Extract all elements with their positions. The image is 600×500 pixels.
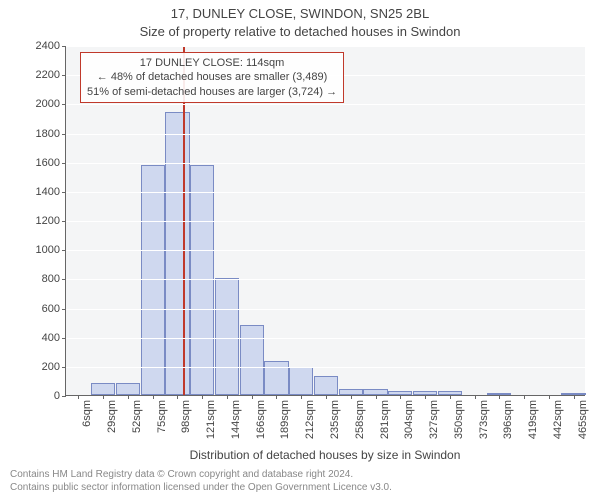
ytick-mark [62,396,66,397]
ytick-mark [62,163,66,164]
ytick-mark [62,134,66,135]
gridline-h [66,279,585,280]
histogram-bar [116,383,140,395]
xtick-mark [549,395,550,399]
xtick-label: 98sqm [180,400,192,433]
gridline-h [66,367,585,368]
histogram-bar [314,376,338,395]
ytick-mark [62,221,66,222]
gridline-h [66,192,585,193]
xtick-mark [425,395,426,399]
xtick-mark [524,395,525,399]
annotation-line3: 51% of semi-detached houses are larger (… [87,85,337,99]
ytick-mark [62,192,66,193]
ytick-label: 200 [10,361,60,373]
footer-line1: Contains HM Land Registry data © Crown c… [10,469,392,482]
xtick-mark [78,395,79,399]
xtick-label: 6sqm [81,400,93,427]
xtick-mark [301,395,302,399]
xtick-label: 396sqm [502,400,514,439]
ytick-mark [62,367,66,368]
ytick-label: 800 [10,273,60,285]
gridline-h [66,221,585,222]
xtick-mark [103,395,104,399]
ytick-mark [62,309,66,310]
xtick-label: 144sqm [230,400,242,439]
ytick-label: 2000 [10,98,60,110]
annotation-line2: ← 48% of detached houses are smaller (3,… [87,70,337,84]
xtick-label: 465sqm [577,400,589,439]
histogram-bar [165,112,189,395]
xtick-label: 166sqm [255,400,267,439]
histogram-bar [91,383,115,395]
ytick-label: 600 [10,303,60,315]
ytick-label: 1400 [10,186,60,198]
gridline-h [66,46,585,47]
ytick-mark [62,75,66,76]
xtick-mark [351,395,352,399]
gridline-h [66,250,585,251]
ytick-label: 0 [10,390,60,402]
xtick-mark [499,395,500,399]
ytick-label: 2400 [10,40,60,52]
xtick-mark [153,395,154,399]
xtick-mark [450,395,451,399]
footer-attribution: Contains HM Land Registry data © Crown c… [10,469,392,494]
gridline-h [66,104,585,105]
xtick-mark [177,395,178,399]
histogram-bar [289,367,313,395]
xtick-mark [227,395,228,399]
xtick-label: 327sqm [428,400,440,439]
xtick-mark [326,395,327,399]
page-root: 17, DUNLEY CLOSE, SWINDON, SN25 2BL Size… [0,0,600,500]
xtick-mark [276,395,277,399]
xtick-label: 281sqm [379,400,391,439]
xtick-label: 235sqm [329,400,341,439]
ytick-mark [62,279,66,280]
histogram-bar [240,325,264,395]
xtick-label: 350sqm [453,400,465,439]
ytick-mark [62,338,66,339]
xtick-mark [400,395,401,399]
annotation-line1: 17 DUNLEY CLOSE: 114sqm [87,56,337,70]
x-axis-label: Distribution of detached houses by size … [65,448,585,462]
annotation-box: 17 DUNLEY CLOSE: 114sqm ← 48% of detache… [80,52,344,103]
gridline-h [66,338,585,339]
xtick-label: 304sqm [403,400,415,439]
xtick-label: 189sqm [279,400,291,439]
ytick-label: 1800 [10,128,60,140]
xtick-label: 258sqm [354,400,366,439]
xtick-mark [574,395,575,399]
ytick-label: 1600 [10,157,60,169]
ytick-mark [62,104,66,105]
ytick-label: 1200 [10,215,60,227]
xtick-label: 419sqm [527,400,539,439]
ytick-label: 1000 [10,244,60,256]
ytick-mark [62,46,66,47]
xtick-mark [475,395,476,399]
ytick-label: 2200 [10,69,60,81]
xtick-label: 52sqm [131,400,143,433]
xtick-label: 29sqm [106,400,118,433]
ytick-label: 400 [10,332,60,344]
xtick-mark [202,395,203,399]
xtick-label: 75sqm [156,400,168,433]
xtick-mark [252,395,253,399]
gridline-h [66,134,585,135]
gridline-h [66,309,585,310]
xtick-label: 121sqm [205,400,217,439]
ytick-mark [62,250,66,251]
xtick-mark [376,395,377,399]
xtick-label: 373sqm [478,400,490,439]
chart-title-line2: Size of property relative to detached ho… [0,24,600,39]
chart-title-line1: 17, DUNLEY CLOSE, SWINDON, SN25 2BL [0,6,600,21]
gridline-h [66,163,585,164]
xtick-label: 212sqm [304,400,316,439]
xtick-mark [128,395,129,399]
footer-line2: Contains public sector information licen… [10,482,392,495]
xtick-label: 442sqm [552,400,564,439]
